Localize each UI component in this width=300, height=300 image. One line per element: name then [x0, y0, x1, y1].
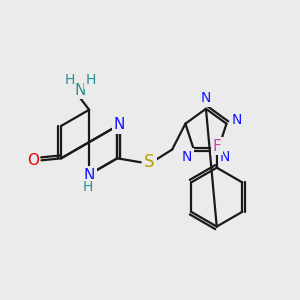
Text: N: N: [83, 168, 95, 183]
Text: S: S: [144, 153, 155, 171]
Text: O: O: [27, 153, 39, 168]
Text: N: N: [182, 150, 192, 164]
Text: F: F: [212, 139, 221, 154]
Text: N: N: [201, 91, 211, 105]
Text: H: H: [83, 180, 93, 194]
Text: N: N: [232, 113, 242, 128]
Text: H: H: [64, 73, 75, 87]
Text: H: H: [86, 73, 96, 87]
Text: N: N: [220, 150, 230, 164]
Text: N: N: [113, 118, 125, 133]
Text: N: N: [75, 82, 86, 98]
